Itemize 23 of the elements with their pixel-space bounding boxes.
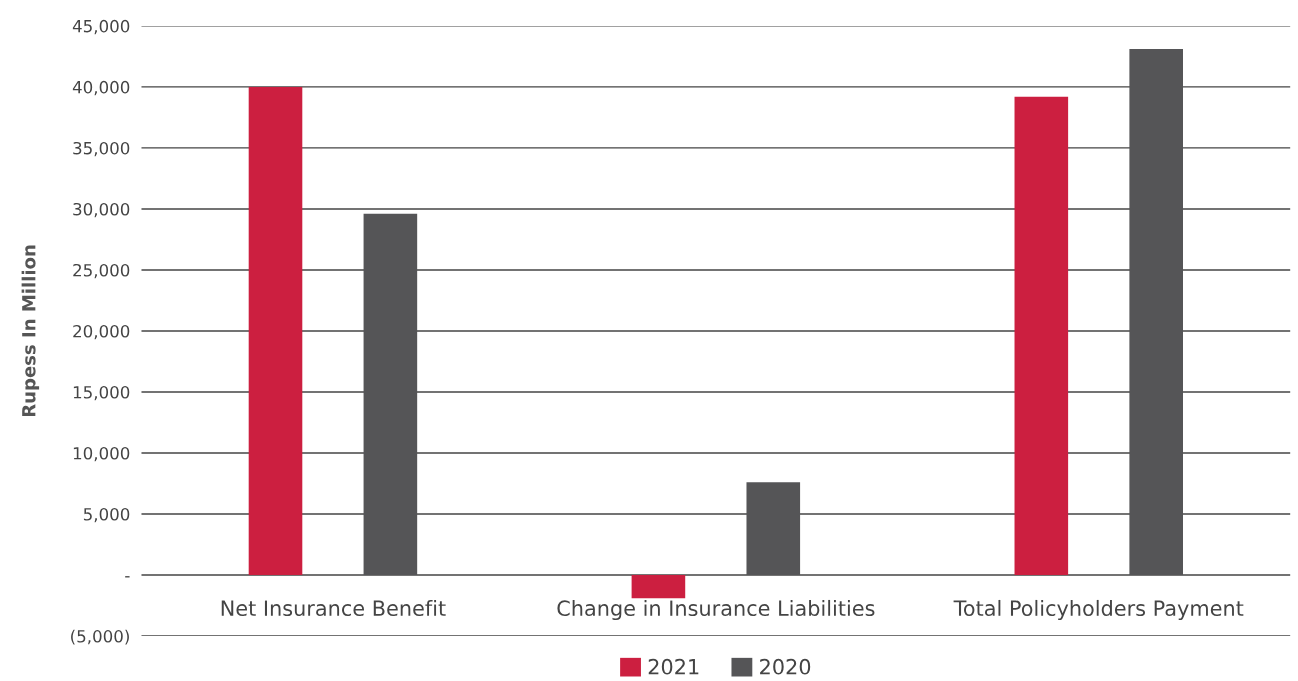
bar <box>1014 96 1069 576</box>
y-tick-label: 45,000 <box>72 19 130 35</box>
y-tick-label: - <box>125 576 130 578</box>
y-tick-label: 40,000 <box>72 80 130 96</box>
bar <box>363 213 418 576</box>
bar <box>1129 49 1183 576</box>
bar <box>248 86 303 576</box>
legend-label: 2020 <box>760 658 811 675</box>
y-tick-label: 35,000 <box>73 141 130 157</box>
y-tick-label: 5,000 <box>83 507 130 523</box>
y-tick-label: 25,000 <box>73 263 130 279</box>
y-tick-label: 10,000 <box>73 446 130 462</box>
y-tick-label: 30,000 <box>73 202 130 218</box>
y-tick-label: 20,000 <box>73 324 130 340</box>
legend-label: 2021 <box>648 658 699 675</box>
x-tick-label: Change in Insurance Liabilities <box>557 599 875 621</box>
x-tick-label: Net Insurance Benefit <box>221 599 446 617</box>
x-tick-label: Total Policyholders Payment <box>953 599 1244 621</box>
bar <box>631 575 686 599</box>
y-tick-label: 15,000 <box>73 385 130 401</box>
bar <box>746 482 801 576</box>
y-tick-label: (5,000) <box>71 629 129 645</box>
y-axis-title: Rupess In Million <box>21 245 40 417</box>
